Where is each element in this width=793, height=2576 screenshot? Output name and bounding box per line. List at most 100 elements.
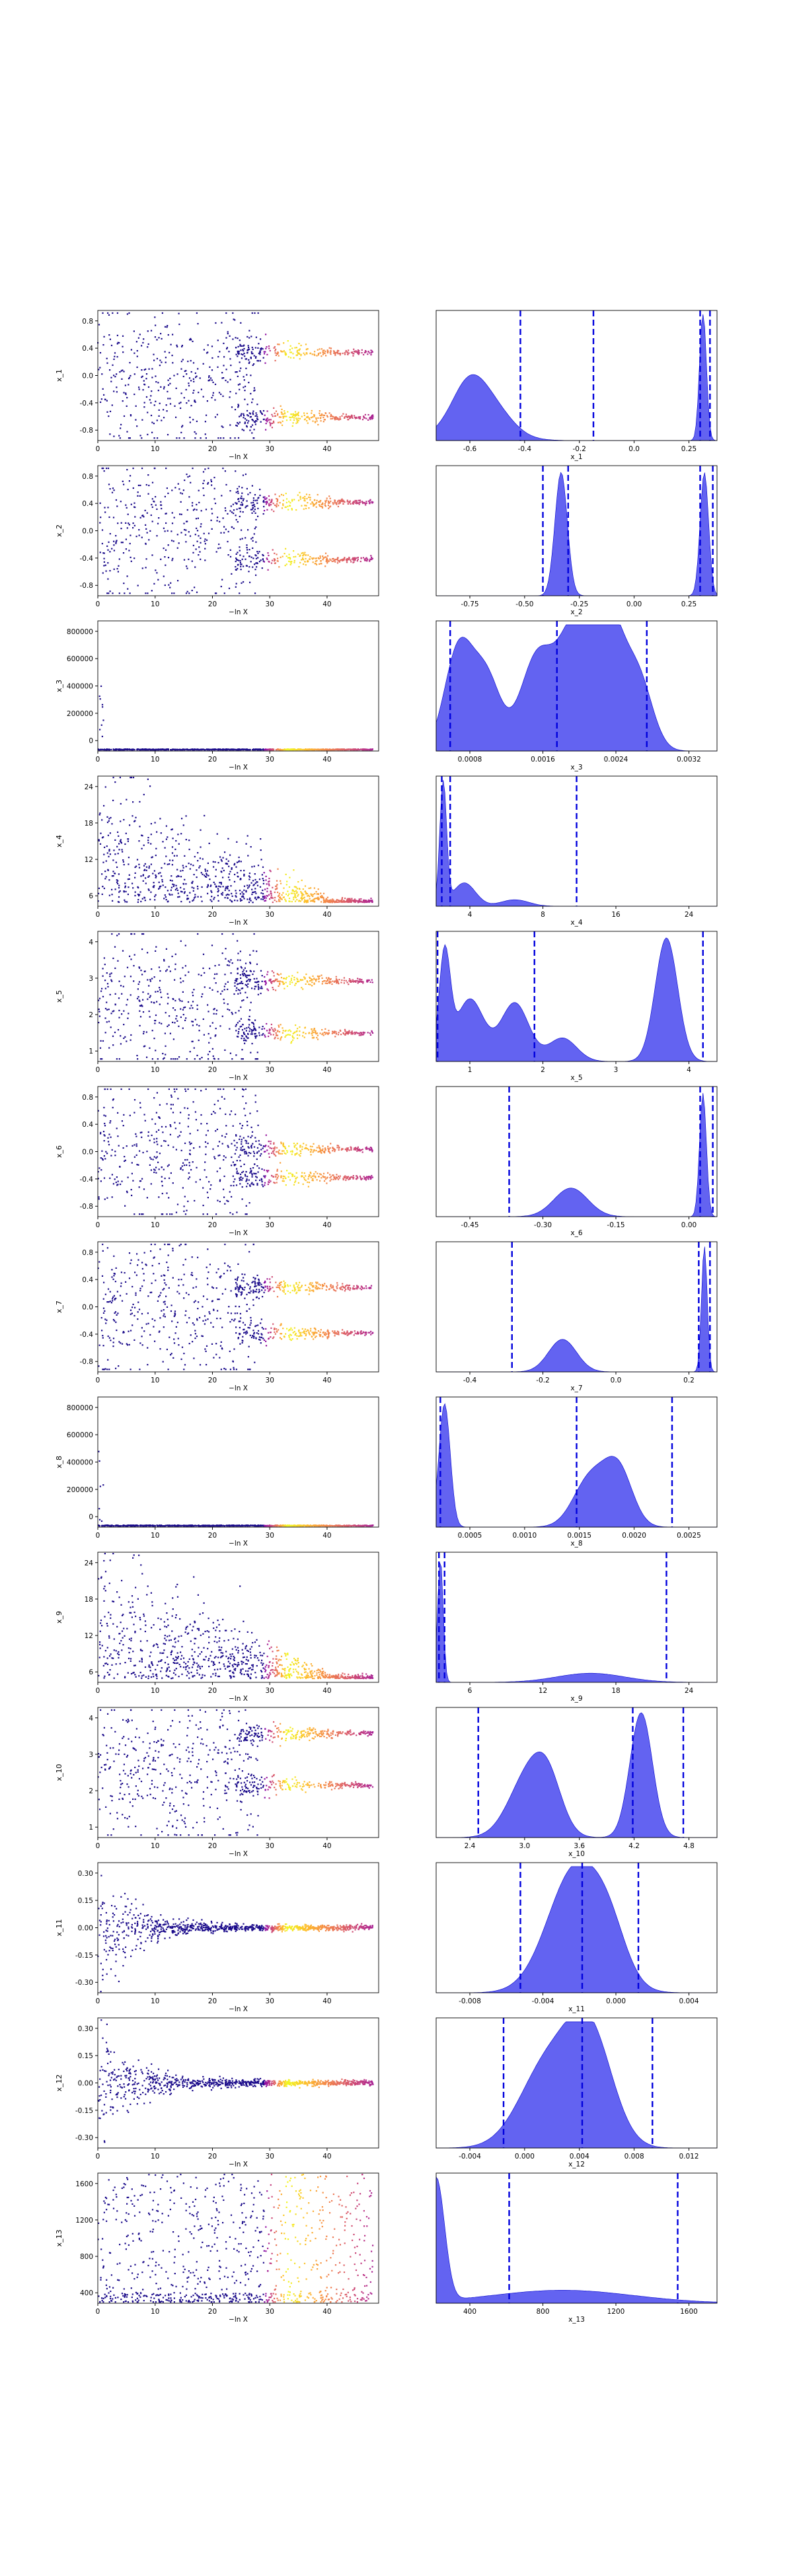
scatter-point (100, 1133, 102, 1135)
scatter-points (97, 312, 374, 439)
kde-x-axis-label: x_5 (570, 1074, 582, 1082)
scatter-point (324, 350, 326, 352)
scatter-point (155, 894, 157, 896)
scatter-point (141, 749, 143, 751)
scatter-point (319, 500, 321, 502)
scatter-point (339, 416, 341, 418)
scatter-point (264, 976, 266, 978)
scatter-point (229, 437, 231, 439)
scatter-point (363, 416, 365, 418)
scatter-point (194, 748, 196, 750)
scatter-point (313, 900, 315, 902)
scatter-point (98, 1008, 100, 1011)
scatter-point (248, 382, 250, 384)
scatter-point (126, 431, 128, 433)
scatter-point (328, 748, 331, 750)
scatter-point (141, 419, 143, 421)
scatter-point (324, 980, 326, 982)
scatter-point (120, 423, 122, 425)
scatter-point (248, 1019, 250, 1020)
scatter-point (315, 891, 317, 893)
scatter-point (218, 1141, 221, 1143)
scatter-point (235, 566, 237, 568)
scatter-point (354, 499, 356, 502)
scatter-point (139, 484, 141, 486)
scatter-point (238, 856, 240, 859)
scatter-point (256, 1058, 258, 1060)
scatter-point (151, 1030, 153, 1032)
scatter-point (221, 990, 223, 992)
scatter-point (304, 978, 306, 980)
scatter-point (147, 841, 149, 843)
scatter-point (239, 898, 241, 900)
scatter-point (246, 374, 248, 376)
scatter-point (128, 857, 130, 859)
scatter-point (263, 749, 266, 751)
scatter-point (201, 886, 203, 888)
scatter-point (149, 898, 151, 900)
scatter-point (136, 355, 138, 357)
scatter-point (206, 874, 208, 876)
scatter-point (272, 1030, 274, 1032)
scatter-point (118, 592, 120, 594)
scatter-point (295, 1024, 297, 1026)
scatter-point (253, 503, 255, 505)
scatter-point (276, 554, 278, 555)
scatter-point (123, 483, 125, 485)
scatter-point (264, 351, 266, 353)
scatter-point (226, 347, 228, 350)
scatter-point (357, 982, 359, 984)
scatter-point (234, 985, 236, 987)
scatter-point (200, 542, 202, 544)
scatter-point (246, 898, 248, 900)
scatter-point (134, 877, 136, 878)
scatter-point (235, 1024, 237, 1026)
scatter-point (237, 421, 239, 424)
scatter-point (206, 352, 208, 354)
scatter-point (286, 1151, 288, 1153)
scatter-point (363, 749, 365, 751)
scatter-point (326, 900, 328, 902)
scatter-point (322, 898, 324, 900)
scatter-point (311, 900, 313, 902)
scatter-point (188, 1141, 190, 1143)
scatter-point (304, 500, 306, 502)
scatter-point (254, 985, 256, 987)
scatter-point (150, 514, 152, 517)
scatter-point (133, 1112, 135, 1114)
scatter-point (311, 557, 313, 559)
scatter-point (118, 891, 120, 893)
scatter-point (293, 1037, 295, 1039)
scatter-point (291, 509, 293, 511)
scatter-point (256, 502, 258, 504)
scatter-point (206, 539, 208, 541)
scatter-point (229, 1009, 231, 1011)
scatter-point (183, 559, 186, 561)
scatter-point (229, 549, 231, 551)
scatter-point (99, 522, 101, 524)
scatter-point (290, 1042, 292, 1044)
scatter-point (182, 967, 184, 969)
scatter-point (305, 892, 307, 894)
scatter-point (254, 988, 256, 990)
scatter-point (252, 1029, 255, 1031)
scatter-point (109, 590, 111, 592)
scatter-point (332, 1030, 334, 1032)
scatter-point (334, 561, 336, 563)
scatter-point (340, 501, 342, 503)
scatter-point (359, 501, 361, 503)
scatter-point (249, 962, 252, 964)
scatter-point (274, 1029, 276, 1031)
x-tick-label: 30 (266, 600, 274, 608)
scatter-point (279, 421, 281, 423)
scatter-point (153, 749, 155, 751)
scatter-point (215, 1034, 217, 1036)
scatter-point (239, 1177, 241, 1179)
scatter-point (185, 883, 187, 885)
scatter-point (239, 370, 241, 372)
x-axis-label: −ln X (229, 1074, 248, 1082)
scatter-point (101, 987, 103, 989)
scatter-point (101, 542, 103, 545)
scatter-point (271, 1152, 273, 1154)
scatter-point (252, 557, 254, 559)
